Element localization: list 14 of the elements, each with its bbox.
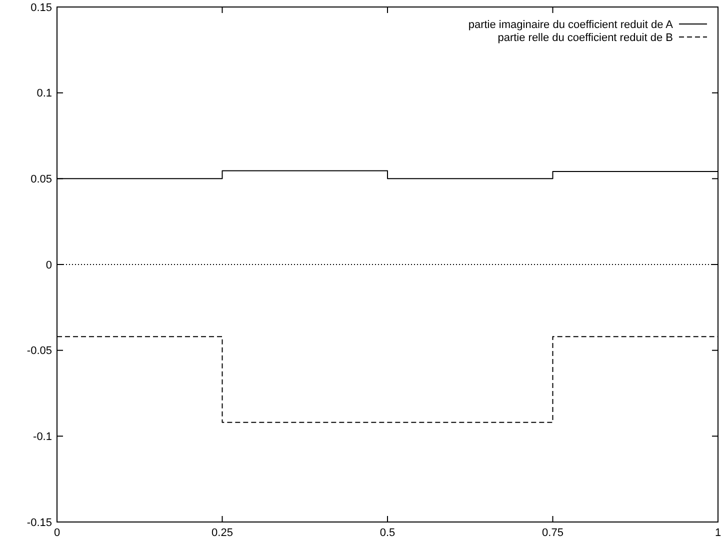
x-tick-label: 1 xyxy=(714,527,722,539)
y-tick-label: -0.05 xyxy=(26,345,52,358)
x-tick-label: 0.75 xyxy=(542,527,564,539)
y-tick-label: 0.1 xyxy=(36,88,52,100)
y-tick-label: 0 xyxy=(46,259,52,272)
legend-label: partie relle du coefficient reduit de B xyxy=(498,32,673,44)
y-tick-label: -0.1 xyxy=(33,431,52,444)
legend-label: partie imaginaire du coefficient reduit de A xyxy=(468,18,674,31)
y-tick-label: 0.15 xyxy=(30,2,52,14)
y-tick-label: 0.05 xyxy=(30,174,52,186)
x-tick-label: 0.25 xyxy=(212,527,233,539)
x-tick-label: 0 xyxy=(54,527,60,539)
x-tick-label: 0.5 xyxy=(380,527,396,539)
y-tick-label: -0.15 xyxy=(26,516,52,529)
